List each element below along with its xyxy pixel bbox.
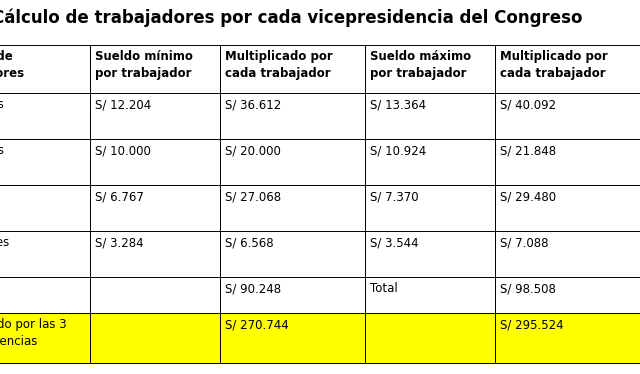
Bar bbox=[0, 185, 90, 231]
Text: S/ 10.924: S/ 10.924 bbox=[370, 144, 426, 157]
Bar bbox=[90, 45, 220, 93]
Bar bbox=[365, 277, 495, 313]
Text: Total: Total bbox=[370, 282, 397, 295]
Bar bbox=[90, 231, 220, 277]
Text: S/ 7.370: S/ 7.370 bbox=[370, 190, 419, 203]
Text: S/ 90.248: S/ 90.248 bbox=[225, 282, 281, 295]
Text: S/ 20.000: S/ 20.000 bbox=[225, 144, 281, 157]
Bar bbox=[220, 139, 365, 185]
Text: S/ 12.204: S/ 12.204 bbox=[95, 98, 151, 111]
Bar bbox=[220, 231, 365, 277]
Bar bbox=[365, 45, 495, 93]
Bar bbox=[220, 93, 365, 139]
Text: 3 Asesores
Nivel 10: 3 Asesores Nivel 10 bbox=[0, 98, 4, 128]
Text: S/ 6.568: S/ 6.568 bbox=[225, 236, 274, 249]
Bar bbox=[0, 93, 90, 139]
Text: 2 Auxiliares
Nivel 3: 2 Auxiliares Nivel 3 bbox=[0, 236, 9, 266]
Bar bbox=[220, 313, 365, 363]
Bar bbox=[0, 139, 90, 185]
Bar bbox=[90, 185, 220, 231]
Text: Cálculo de trabajadores por cada vicepresidencia del Congreso: Cálculo de trabajadores por cada vicepre… bbox=[0, 8, 583, 27]
Bar bbox=[495, 93, 640, 139]
Bar bbox=[495, 277, 640, 313]
Text: S/ 3.544: S/ 3.544 bbox=[370, 236, 419, 249]
Bar bbox=[495, 313, 640, 363]
Bar bbox=[365, 313, 495, 363]
Text: S/ 6.767: S/ 6.767 bbox=[95, 190, 144, 203]
Text: Multiplicado por
cada trabajador: Multiplicado por cada trabajador bbox=[225, 50, 333, 80]
Text: Multiplicado por
cada trabajador: Multiplicado por cada trabajador bbox=[500, 50, 608, 80]
Bar bbox=[495, 185, 640, 231]
Text: Multiplicado por las 3
vicepresidencias: Multiplicado por las 3 vicepresidencias bbox=[0, 318, 67, 348]
Text: S/ 36.612: S/ 36.612 bbox=[225, 98, 281, 111]
Text: S/ 13.364: S/ 13.364 bbox=[370, 98, 426, 111]
Text: Número de
trabajadores: Número de trabajadores bbox=[0, 50, 25, 80]
Text: S/ 21.848: S/ 21.848 bbox=[500, 144, 556, 157]
Text: Sueldo máximo
por trabajador: Sueldo máximo por trabajador bbox=[370, 50, 471, 80]
Text: S/ 10.000: S/ 10.000 bbox=[95, 144, 151, 157]
Bar bbox=[220, 277, 365, 313]
Bar bbox=[90, 139, 220, 185]
Text: S/ 98.508: S/ 98.508 bbox=[500, 282, 556, 295]
Bar bbox=[90, 93, 220, 139]
Bar bbox=[90, 313, 220, 363]
Text: S/ 3.284: S/ 3.284 bbox=[95, 236, 143, 249]
Bar bbox=[0, 313, 90, 363]
Bar bbox=[365, 139, 495, 185]
Bar bbox=[220, 45, 365, 93]
Bar bbox=[90, 277, 220, 313]
Text: S/ 295.524: S/ 295.524 bbox=[500, 318, 564, 331]
Bar bbox=[0, 231, 90, 277]
Text: S/ 270.744: S/ 270.744 bbox=[225, 318, 289, 331]
Text: S/ 7.088: S/ 7.088 bbox=[500, 236, 548, 249]
Bar bbox=[365, 185, 495, 231]
Bar bbox=[495, 45, 640, 93]
Bar bbox=[0, 277, 90, 313]
Text: Sueldo mínimo
por trabajador: Sueldo mínimo por trabajador bbox=[95, 50, 193, 80]
Text: S/ 29.480: S/ 29.480 bbox=[500, 190, 556, 203]
Text: S/ 27.068: S/ 27.068 bbox=[225, 190, 281, 203]
Bar bbox=[220, 185, 365, 231]
Text: 2 Asesores
Nivel 9: 2 Asesores Nivel 9 bbox=[0, 144, 4, 174]
Bar bbox=[0, 45, 90, 93]
Bar bbox=[365, 231, 495, 277]
Text: S/ 40.092: S/ 40.092 bbox=[500, 98, 556, 111]
Bar bbox=[495, 231, 640, 277]
Bar bbox=[365, 93, 495, 139]
Bar bbox=[495, 139, 640, 185]
